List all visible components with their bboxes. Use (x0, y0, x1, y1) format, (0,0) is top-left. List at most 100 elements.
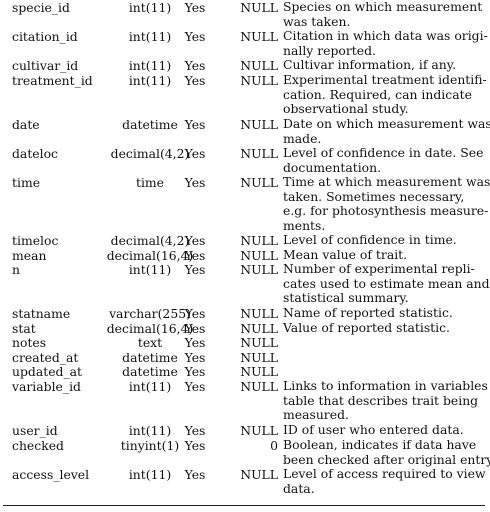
field-description: Level of confidence in date. See document… (283, 145, 484, 175)
description-line: ID of user who entered data. (283, 422, 464, 437)
description-line: Time at which measurement was (283, 174, 490, 189)
field-default: NULL (240, 73, 278, 88)
field-type: decimal(16,4) (106, 248, 194, 263)
field-description: Boolean, indicates if data have been chec… (283, 437, 490, 467)
field-name: checked (12, 438, 64, 453)
field-type: text (137, 335, 163, 350)
field-description: Experimental treatment identifi-cation. … (283, 72, 487, 117)
field-name: statname (12, 306, 71, 321)
description-line: cation. Required, can indicate (283, 86, 472, 102)
field-description: Links to information in variables table t… (283, 378, 488, 423)
field-description: Citation in which data was origi-nally r… (283, 28, 488, 58)
field-description: Cultivar information, if any. (283, 57, 463, 73)
field-type: int(11) (128, 58, 172, 73)
description-line: was taken. (283, 13, 351, 29)
description-line: Date on which measurement was (283, 116, 490, 131)
field-default: NULL (240, 233, 278, 248)
description-line: Level of confidence in date. See (283, 145, 484, 160)
table-row: variable_id int(11) Yes NULL Links to inform… (0, 378, 490, 422)
field-default: NULL (240, 248, 278, 263)
field-name: n (12, 262, 20, 277)
field-default: NULL (240, 379, 278, 394)
field-default: NULL (240, 262, 278, 277)
field-description: Mean value of trait. (283, 247, 463, 263)
table-row: dateloc decimal(4,2) Yes NULL Level of confi… (0, 145, 490, 174)
field-null: Yes (184, 467, 206, 482)
field-null: Yes (184, 146, 206, 161)
description-line: cates used to estimate mean and (283, 275, 490, 291)
field-default: NULL (240, 306, 278, 321)
description-line: table that describes trait being (283, 392, 479, 408)
field-description: Name of reported statistic. (283, 305, 463, 321)
field-null: Yes (184, 233, 206, 248)
field-name: user_id (12, 423, 58, 438)
field-default: NULL (240, 175, 278, 190)
field-default: NULL (240, 29, 278, 44)
description-line: e.g. for photosynthesis measure- (283, 203, 489, 219)
field-name: date (12, 117, 40, 132)
field-null: Yes (184, 0, 206, 15)
description-line: data. (283, 480, 315, 496)
description-line: ments. (283, 218, 326, 234)
description-line: taken. Sometimes necessary, (283, 188, 465, 204)
field-name: mean (12, 248, 47, 263)
field-null: Yes (184, 117, 206, 132)
field-null: Yes (184, 423, 206, 438)
field-name: citation_id (12, 29, 78, 44)
field-type: decimal(4,2) (110, 233, 190, 248)
field-name: dateloc (12, 146, 58, 161)
field-null: Yes (184, 350, 206, 365)
field-type: int(11) (128, 423, 172, 438)
table-row: created_at datetime Yes NULL (0, 350, 490, 365)
description-line: documentation. (283, 159, 382, 175)
description-line: made. (283, 130, 322, 146)
field-type: datetime (122, 117, 178, 132)
field-null: Yes (184, 262, 206, 277)
field-name: treatment_id (12, 73, 93, 88)
description-line: observational study. (283, 101, 409, 117)
table-bottom-rule (3, 505, 485, 506)
description-line: statistical summary. (283, 290, 409, 306)
table-row: time time Yes NULL Time at which measurement… (0, 174, 490, 232)
field-name: timeloc (12, 233, 59, 248)
field-description: Level of access required to view data. (283, 466, 486, 496)
field-default: NULL (240, 0, 278, 15)
field-description: ID of user who entered data. (283, 422, 464, 438)
field-type: datetime (122, 364, 178, 379)
table-row: n int(11) Yes NULL Number of experimental re… (0, 261, 490, 305)
field-type: time (135, 175, 165, 190)
description-line: Cultivar information, if any. (283, 57, 457, 72)
field-null: Yes (184, 73, 206, 88)
field-description: Time at which measurement was taken. Some… (283, 174, 490, 234)
table-row: cultivar_id int(11) Yes NULL Cultivar inform… (0, 57, 490, 73)
field-name: variable_id (12, 379, 81, 394)
table-row: checked tinyint(1) Yes 0 Boolean, indicates … (0, 437, 490, 466)
field-default: NULL (240, 146, 278, 161)
description-line: Links to information in variables (283, 378, 488, 393)
field-type: decimal(16,4) (106, 321, 194, 336)
field-type: varchar(255) (109, 306, 191, 321)
description-line: nally reported. (283, 42, 376, 58)
field-null: Yes (184, 364, 206, 379)
field-type: tinyint(1) (120, 438, 180, 453)
table-row: access_level int(11) Yes NULL Level of acces… (0, 466, 490, 495)
table-row: statname varchar(255) Yes NULL Name of repor… (0, 305, 490, 321)
field-name: access_level (12, 467, 90, 482)
field-null: Yes (184, 379, 206, 394)
field-null: Yes (184, 248, 206, 263)
table-row: user_id int(11) Yes NULL ID of user who ente… (0, 422, 490, 438)
field-name: time (12, 175, 41, 190)
field-description: Level of confidence in time. (283, 232, 463, 248)
description-line: Citation in which data was origi- (283, 28, 488, 43)
field-default: NULL (240, 321, 278, 336)
field-null: Yes (184, 306, 206, 321)
description-line: Mean value of trait. (283, 247, 408, 262)
table-row: specie_id int(11) Yes NULL Species on which … (0, 0, 490, 28)
field-description: Number of experimental repli-cates used … (283, 261, 490, 306)
field-type: int(11) (128, 262, 172, 277)
description-line: Level of access required to view (283, 466, 486, 481)
field-type: int(11) (128, 379, 172, 394)
table-row: date datetime Yes NULL Date on which measure… (0, 116, 490, 145)
table-row: timeloc decimal(4,2) Yes NULL Level of confi… (0, 232, 490, 248)
